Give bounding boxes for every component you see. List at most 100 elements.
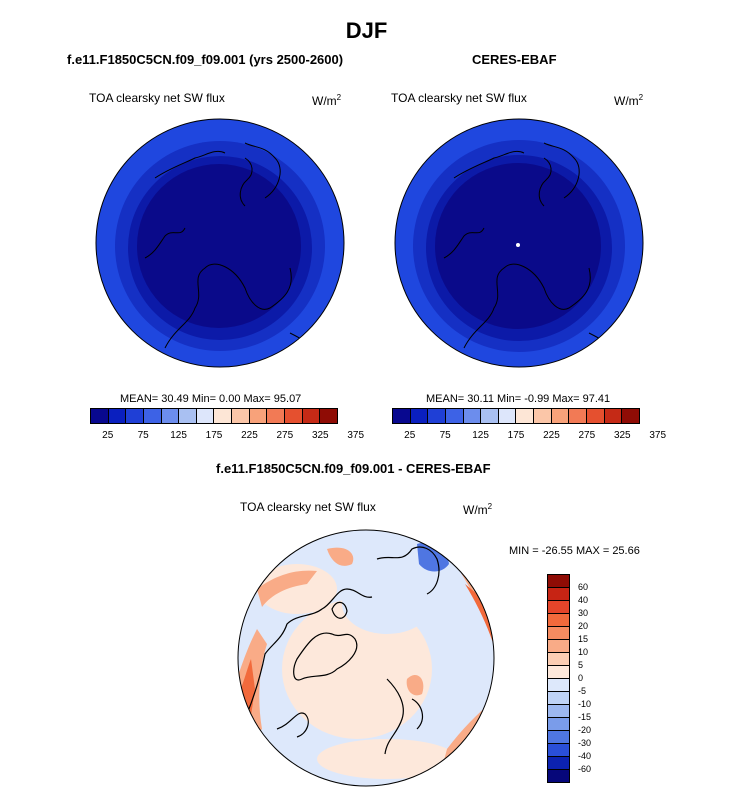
colorbar-swatch: [548, 770, 569, 782]
panel-right-units: W/m2: [614, 93, 644, 108]
colorbar-tick-label: -30: [578, 738, 592, 748]
panel-left-map: [95, 118, 345, 368]
anomaly-region: [238, 659, 255, 729]
colorbar-swatch: [548, 588, 569, 601]
panel-diff-units: W/m2: [463, 502, 493, 517]
colorbar-swatch: [302, 409, 321, 423]
panel-right-stats: MEAN= 30.11 Min= -0.99 Max= 97.41: [426, 393, 611, 405]
panel-right-title: CERES-EBAF: [472, 52, 557, 67]
colorbar-tick-label: 175: [205, 430, 223, 441]
colorbar-tick-label: -20: [578, 725, 592, 735]
colorbar-swatch: [143, 409, 162, 423]
coastlines: [246, 546, 440, 755]
coastlines: [443, 142, 615, 354]
colorbar-swatch: [548, 614, 569, 627]
colorbar-swatch: [548, 744, 569, 757]
flux-band-inner: [137, 164, 301, 328]
colorbar-tick-label: 225: [543, 430, 560, 441]
colorbar-tick-label: 325: [311, 430, 329, 441]
colorbar-swatch: [196, 409, 215, 423]
panel-right-variable: TOA clearsky net SW flux: [391, 91, 527, 105]
colorbar-swatch: [126, 409, 144, 423]
colorbar-tick-label: 5: [578, 660, 584, 670]
colorbar-tick-label: 375: [347, 430, 365, 441]
colorbar-tick-label: -40: [578, 751, 592, 761]
anomaly-region: [317, 739, 457, 779]
colorbar-swatch: [516, 409, 535, 423]
anomaly-region: [406, 674, 424, 696]
colorbar-swatch: [548, 757, 569, 770]
colorbar-swatch: [428, 409, 446, 423]
colorbar-swatch: [548, 627, 569, 640]
panel-left-variable: TOA clearsky net SW flux: [89, 91, 225, 105]
colorbar-swatch: [285, 409, 303, 423]
colorbar-tick-label: -60: [578, 764, 592, 774]
panel-left-colorbar: 25 75 125 175 225 275 325 375: [90, 408, 364, 444]
colorbar-swatch: [498, 409, 517, 423]
colorbar-swatch: [161, 409, 180, 423]
colorbar-swatch: [548, 718, 569, 731]
colorbar-swatches: [90, 408, 338, 424]
panel-diff-variable: TOA clearsky net SW flux: [240, 500, 376, 514]
colorbar-tick-label: 175: [507, 430, 525, 441]
colorbar-swatch: [569, 409, 588, 423]
colorbar-swatch: [481, 409, 499, 423]
colorbar-tick-label: 60: [578, 582, 589, 592]
colorbar-swatch: [587, 409, 605, 423]
colorbar-tick-label: 75: [439, 430, 451, 441]
colorbar-tick-label: 10: [578, 647, 589, 657]
panel-diff-title: f.e11.F1850C5CN.f09_f09.001 - CERES-EBAF: [216, 461, 491, 476]
colorbar-swatch: [548, 666, 569, 679]
colorbar-tick-label: 40: [578, 595, 589, 605]
colorbar-tick-label: 275: [578, 430, 596, 441]
panel-left-units: W/m2: [312, 93, 342, 108]
colorbar-swatch: [214, 409, 233, 423]
colorbar-tick-label: 25: [102, 430, 114, 441]
colorbar-swatch: [548, 705, 569, 718]
colorbar-swatch: [548, 653, 569, 666]
colorbar-tick-label: 0: [578, 673, 584, 683]
colorbar-swatch: [320, 409, 337, 423]
colorbar-swatch: [91, 409, 109, 423]
colorbar-labels: 60 40 30 20 15 10 5 0 -5 -10 -15 -20 -30 -40 -60: [578, 574, 608, 780]
colorbar-tick-label: 125: [170, 430, 187, 441]
colorbar-tick-label: -5: [578, 686, 587, 696]
colorbar-tick-label: 20: [578, 621, 589, 631]
anomaly-region: [257, 564, 337, 614]
colorbar-swatch: [249, 409, 268, 423]
colorbar-tick-label: 325: [613, 430, 631, 441]
colorbar-tick-label: 125: [472, 430, 489, 441]
colorbar-tick-label: 75: [137, 430, 149, 441]
colorbar-tick-label: 375: [649, 430, 667, 441]
colorbar-swatch: [534, 409, 552, 423]
colorbar-swatches: [392, 408, 640, 424]
colorbar-tick-label: -15: [578, 712, 592, 722]
colorbar-swatch: [232, 409, 250, 423]
colorbar-swatch: [548, 601, 569, 614]
panel-diff-stats: MIN = -26.55 MAX = 25.66: [509, 545, 640, 557]
coastlines: [144, 142, 316, 354]
anomaly-region: [327, 547, 354, 566]
colorbar-labels: 25 75 125 175 225 275 325 375: [90, 430, 364, 444]
pole-marker: [516, 243, 520, 247]
colorbar-tick-label: 30: [578, 608, 589, 618]
colorbar-swatch: [548, 575, 569, 588]
panel-right-colorbar: 25 75 125 175 225 275 325 375: [392, 408, 666, 444]
colorbar-swatch: [445, 409, 464, 423]
colorbar-swatch: [622, 409, 639, 423]
colorbar-swatch: [548, 692, 569, 705]
anomaly-region: [257, 570, 317, 607]
colorbar-tick-label: 275: [276, 430, 294, 441]
colorbar-swatch: [604, 409, 623, 423]
colorbar-swatch: [551, 409, 570, 423]
panel-left-title: f.e11.F1850C5CN.f09_f09.001 (yrs 2500-26…: [67, 52, 344, 67]
colorbar-tick-label: 15: [578, 634, 589, 644]
colorbar-swatch: [393, 409, 411, 423]
panel-left-stats: MEAN= 30.49 Min= 0.00 Max= 95.07: [120, 393, 302, 405]
panel-diff-map: [237, 529, 495, 787]
colorbar-swatch: [548, 640, 569, 653]
colorbar-swatch: [410, 409, 429, 423]
panel-diff-colorbar: [547, 574, 570, 783]
colorbar-tick-label: 25: [404, 430, 416, 441]
colorbar-swatch: [548, 731, 569, 744]
